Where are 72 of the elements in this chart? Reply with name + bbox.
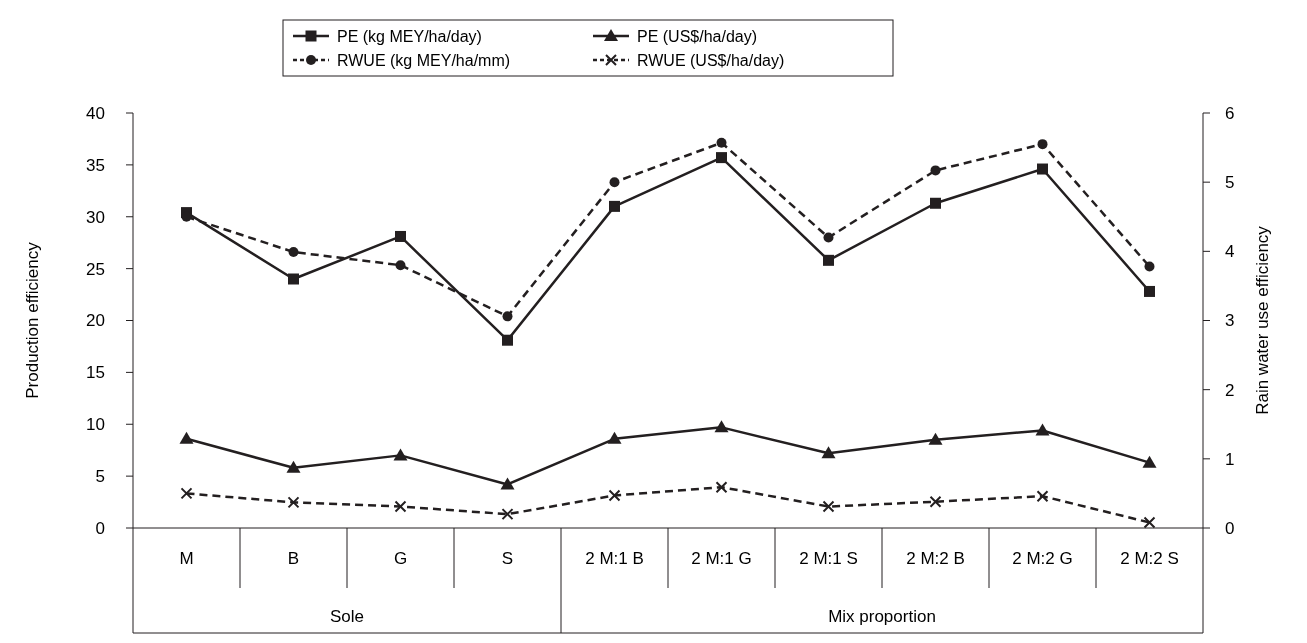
y-tick-label: 15 xyxy=(86,363,105,383)
point xyxy=(1036,490,1049,503)
x-tick-label: 2 M:2 B xyxy=(906,548,965,568)
point xyxy=(823,232,834,243)
point xyxy=(179,431,194,444)
x-tick-label: M xyxy=(179,548,194,568)
legend-label: PE (kg MEY/ha/day) xyxy=(337,27,482,45)
y-tick-label: 40 xyxy=(86,103,105,123)
x-tick-label: S xyxy=(501,548,514,568)
point xyxy=(609,200,620,212)
point xyxy=(1142,455,1157,468)
x-tick-label: G xyxy=(393,548,408,568)
y-tick-label: 0 xyxy=(95,518,105,538)
y2-tick-label: 5 xyxy=(1225,173,1235,193)
point xyxy=(715,481,728,494)
legend-label: PE (US$/ha/day) xyxy=(637,27,758,45)
y-axis-title: Production efficiency xyxy=(23,241,42,399)
point xyxy=(287,496,300,509)
point xyxy=(716,137,727,148)
point xyxy=(1144,285,1155,297)
point xyxy=(394,500,407,513)
point xyxy=(502,311,513,322)
point xyxy=(286,460,301,473)
point xyxy=(1143,516,1156,529)
point xyxy=(607,431,622,444)
point xyxy=(502,334,513,346)
y-tick-label: 35 xyxy=(86,155,105,175)
point xyxy=(929,495,942,508)
point xyxy=(928,432,943,445)
x-tick-label: 2 M:2 G xyxy=(1012,548,1073,568)
point xyxy=(501,508,514,521)
text: Mix proportion xyxy=(828,607,936,627)
point xyxy=(1144,261,1155,272)
y-tick-label: 5 xyxy=(95,467,105,487)
point xyxy=(608,489,621,502)
y2-tick-label: 4 xyxy=(1225,242,1235,262)
point xyxy=(714,420,729,433)
point xyxy=(500,477,515,490)
y-tick-label: 10 xyxy=(86,415,105,435)
x-tick-label: 2 M:1 B xyxy=(585,548,644,568)
text: Sole xyxy=(329,607,365,627)
x-tick-label: B xyxy=(287,548,300,568)
legend-label: RWUE (US$/ha/day) xyxy=(637,51,785,69)
y2-tick-label: 2 xyxy=(1225,380,1235,400)
point xyxy=(930,197,941,209)
x-tick-label: 2 M:2 S xyxy=(1120,548,1179,568)
y2-tick-label: 1 xyxy=(1225,449,1235,469)
y2-tick-label: 6 xyxy=(1225,103,1235,123)
point xyxy=(288,273,299,285)
point xyxy=(822,500,835,513)
point xyxy=(395,260,406,271)
y2-tick-label: 0 xyxy=(1225,518,1235,538)
y2-tick-label: 3 xyxy=(1225,311,1235,331)
point xyxy=(821,446,836,459)
y-tick-label: 25 xyxy=(86,259,105,279)
point xyxy=(823,254,834,266)
legend-label: RWUE (kg MEY/ha/mm) xyxy=(337,51,511,69)
point xyxy=(1037,163,1048,175)
point xyxy=(180,487,193,500)
point xyxy=(716,152,727,164)
point xyxy=(395,230,406,242)
x-tick-label: 2 M:1 S xyxy=(799,548,858,568)
point xyxy=(1037,139,1048,150)
point xyxy=(609,177,620,188)
y-tick-label: 30 xyxy=(86,207,105,227)
point xyxy=(288,247,299,258)
point xyxy=(393,448,408,461)
point xyxy=(1035,423,1050,436)
x-tick-label: 2 M:1 G xyxy=(691,548,752,568)
y2-axis-title: Rain water use efficiency xyxy=(1253,225,1272,415)
point xyxy=(930,165,941,176)
y-tick-label: 20 xyxy=(86,311,105,331)
